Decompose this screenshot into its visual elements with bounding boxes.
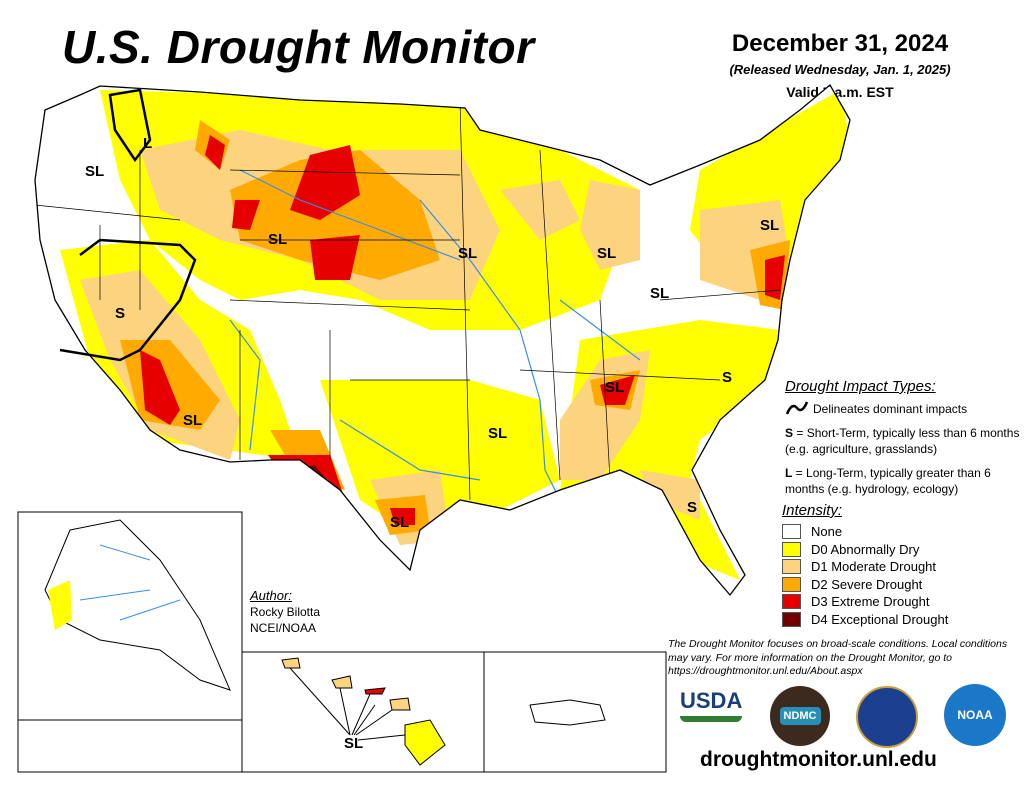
map-labels: SL L SL S SL SL SL SL SL SL SL SL S S <box>85 135 779 531</box>
intensity-item: D3 Extreme Drought <box>782 593 1012 611</box>
author-block: Author: Rocky Bilotta NCEI/NOAA <box>250 588 321 635</box>
noaa-logo: NOAA <box>944 684 1006 746</box>
intensity-swatch <box>782 541 801 557</box>
intensity-swatch <box>782 524 801 540</box>
aleutians-inset <box>17 719 243 773</box>
alaska-shape <box>44 519 231 691</box>
svg-text:SL: SL <box>268 231 287 248</box>
svg-text:S: S <box>115 305 125 322</box>
alaska-rivers <box>79 544 181 621</box>
svg-text:SL: SL <box>458 245 477 262</box>
intensity-label: D3 Extreme Drought <box>811 594 930 610</box>
state-lines <box>35 99 781 501</box>
svg-text:L: L <box>143 135 152 152</box>
intensity-item: D1 Moderate Drought <box>782 558 1012 576</box>
alaska-d0 <box>48 580 72 630</box>
svg-text:SL: SL <box>760 217 779 234</box>
ndmc-logo: NDMC <box>770 686 830 746</box>
intensity-swatch <box>782 576 801 592</box>
intensity-label: D4 Exceptional Drought <box>811 611 949 627</box>
intensity-item: D4 Exceptional Drought <box>782 611 1012 629</box>
intensity-label: D2 Severe Drought <box>811 576 923 592</box>
doc-seal-logo <box>856 686 918 748</box>
svg-text:SL: SL <box>650 285 669 302</box>
disclaimer: The Drought Monitor focuses on broad-sca… <box>668 638 1008 677</box>
intensity-swatch <box>782 611 801 627</box>
svg-text:SL: SL <box>488 425 507 442</box>
intensity-swatch <box>782 559 801 575</box>
website-url[interactable]: droughtmonitor.unl.edu <box>700 748 937 771</box>
puerto-rico-shape <box>529 699 606 726</box>
hawaii-islands <box>281 657 446 766</box>
map-title: U.S. Drought Monitor <box>62 21 535 73</box>
svg-text:SL: SL <box>390 514 409 531</box>
svg-text:SL: SL <box>605 379 624 396</box>
impact-legend: Drought Impact Types: Delineates dominan… <box>785 378 1020 496</box>
intensity-swatch <box>782 594 801 610</box>
impact-boundary-lines <box>59 88 197 362</box>
svg-text:SL: SL <box>597 245 616 262</box>
intensity-legend: Intensity: None D0 Abnormally Dry D1 Moder… <box>782 502 1012 628</box>
map-date: December 31, 2024 <box>731 30 949 57</box>
svg-text:S: S <box>722 369 732 386</box>
puerto-rico-inset <box>483 651 667 773</box>
usda-logo: USDA <box>680 688 742 736</box>
intensity-label: D1 Moderate Drought <box>811 559 937 575</box>
intensity-label: D0 Abnormally Dry <box>811 541 920 557</box>
svg-text:SL: SL <box>85 163 104 180</box>
intensity-item: D2 Severe Drought <box>782 576 1012 594</box>
svg-text:S: S <box>687 499 697 516</box>
release-date: (Released Wednesday, Jan. 1, 2025) <box>729 62 951 77</box>
us-outline <box>34 84 851 597</box>
intensity-label: None <box>811 524 843 540</box>
impact-line-icon <box>785 401 809 415</box>
hawaii-inset <box>241 651 485 773</box>
hawaii-label: SL <box>344 735 363 752</box>
svg-text:SL: SL <box>183 412 202 429</box>
intensity-item: None <box>782 523 1012 541</box>
intensity-item: D0 Abnormally Dry <box>782 541 1012 559</box>
valid-time: Valid 7 a.m. EST <box>786 84 894 100</box>
